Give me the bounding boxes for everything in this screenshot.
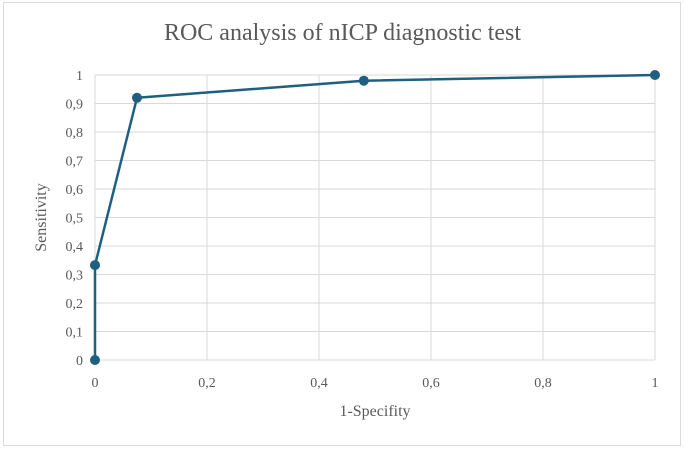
x-tick-label: 0,8: [534, 376, 552, 391]
data-point-marker: [650, 70, 660, 80]
x-axis-label: 1-Specifity: [339, 403, 410, 420]
data-point-marker: [90, 355, 100, 365]
chart-title: ROC analysis of nICP diagnostic test: [163, 20, 522, 46]
y-tick-label: 0,5: [66, 212, 84, 227]
x-tick-label: 0,6: [422, 376, 440, 391]
data-point-marker: [132, 92, 142, 103]
y-tick-label: 0,9: [66, 98, 84, 113]
x-tick-label: 0: [92, 376, 99, 391]
y-tick-label: 0,6: [66, 183, 84, 198]
y-tick-label: 0,8: [66, 126, 84, 141]
y-axis-label: Sensitivity: [33, 183, 50, 251]
y-tick-label: 0: [76, 354, 83, 369]
data-point-marker: [358, 75, 369, 86]
y-tick-label: 0,7: [66, 155, 84, 170]
x-tick-label: 0,4: [310, 376, 328, 391]
data-point-marker: [90, 260, 100, 271]
x-tick-label: 0,2: [198, 376, 216, 391]
y-tick-label: 0,2: [66, 297, 84, 312]
y-tick-label: 0,4: [66, 240, 84, 255]
y-tick-label: 0,1: [66, 326, 84, 341]
y-tick-label: 1: [76, 69, 83, 84]
y-tick-label: 0,3: [66, 269, 84, 284]
x-tick-label: 1: [652, 376, 659, 391]
